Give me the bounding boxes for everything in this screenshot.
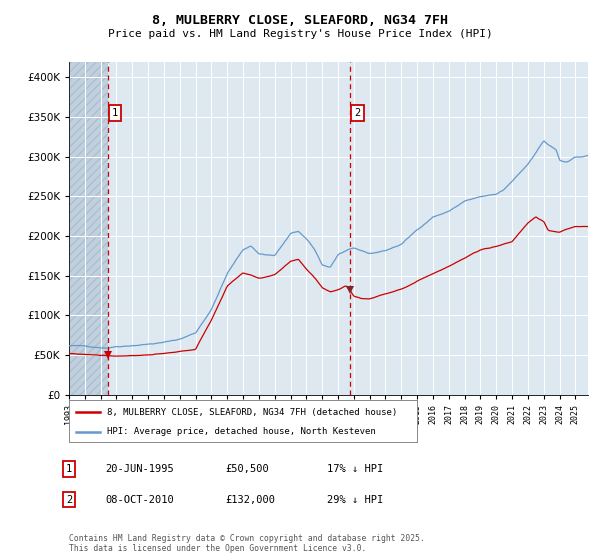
Text: 17% ↓ HPI: 17% ↓ HPI (327, 464, 383, 474)
Text: 08-OCT-2010: 08-OCT-2010 (105, 494, 174, 505)
Text: 29% ↓ HPI: 29% ↓ HPI (327, 494, 383, 505)
Text: 1: 1 (112, 108, 118, 118)
Text: £50,500: £50,500 (225, 464, 269, 474)
Text: HPI: Average price, detached house, North Kesteven: HPI: Average price, detached house, Nort… (107, 427, 376, 436)
Text: Contains HM Land Registry data © Crown copyright and database right 2025.
This d: Contains HM Land Registry data © Crown c… (69, 534, 425, 553)
Text: £132,000: £132,000 (225, 494, 275, 505)
Text: 2: 2 (66, 494, 72, 505)
Text: 8, MULBERRY CLOSE, SLEAFORD, NG34 7FH (detached house): 8, MULBERRY CLOSE, SLEAFORD, NG34 7FH (d… (107, 408, 398, 417)
Text: 2: 2 (354, 108, 361, 118)
Text: Price paid vs. HM Land Registry's House Price Index (HPI): Price paid vs. HM Land Registry's House … (107, 29, 493, 39)
Bar (69, 62, 108, 395)
Text: 20-JUN-1995: 20-JUN-1995 (105, 464, 174, 474)
Text: 8, MULBERRY CLOSE, SLEAFORD, NG34 7FH: 8, MULBERRY CLOSE, SLEAFORD, NG34 7FH (152, 14, 448, 27)
Text: 1: 1 (66, 464, 72, 474)
